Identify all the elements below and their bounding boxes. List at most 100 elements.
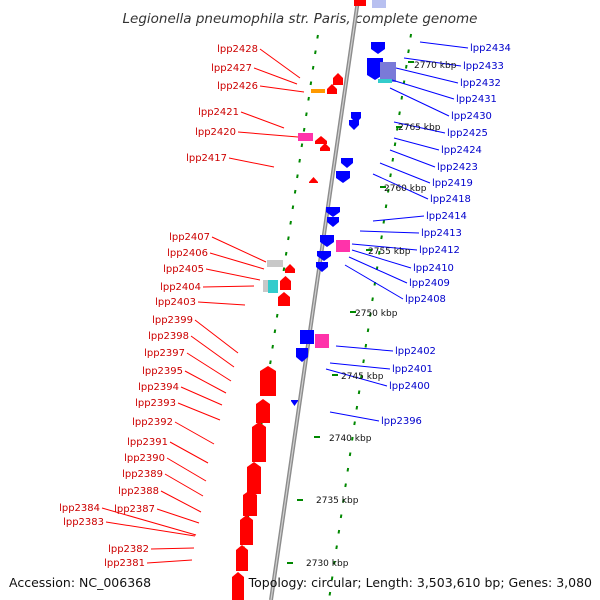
reverse-gene [236, 545, 248, 571]
gene-features [232, 0, 396, 600]
gene-label-lpp2421: lpp2421 [198, 107, 239, 118]
reverse-gene [354, 0, 366, 6]
kbp-label: 2770 kbp [414, 61, 457, 71]
tick-mark [344, 483, 347, 488]
reverse-gene [247, 462, 261, 494]
reverse-gene [243, 490, 257, 516]
leader-line [259, 48, 301, 79]
reverse-gene [280, 276, 291, 290]
tick-mark [289, 220, 292, 225]
leader-line [164, 473, 204, 497]
gene-label-lpp2418: lpp2418 [430, 194, 471, 205]
tick-mark [398, 111, 401, 116]
leader-line [389, 149, 436, 168]
reverse-gene [315, 136, 327, 144]
tick-mark [330, 576, 334, 581]
gene-label-lpp2382: lpp2382 [108, 544, 149, 555]
tick-mark [355, 405, 359, 410]
tick-mark [346, 467, 350, 472]
rrna-feature [336, 240, 350, 252]
kbp-label: 2740 kbp [329, 434, 372, 444]
tick-mark [296, 174, 299, 179]
gene-label-lpp2427: lpp2427 [211, 63, 252, 74]
gene-label-lpp2419: lpp2419 [432, 178, 473, 189]
reverse-gene [285, 264, 295, 273]
tick-mark [333, 560, 336, 565]
tick-mark [384, 204, 388, 209]
accession-text: Accession: NC_006368 [9, 575, 151, 590]
gene-label-lpp2403: lpp2403 [155, 297, 196, 308]
tick-mark [269, 360, 272, 365]
tick-mark [309, 81, 313, 86]
tick-mark [409, 33, 413, 38]
leader-line [325, 368, 388, 387]
leader-line [197, 301, 246, 306]
leader-line [329, 362, 391, 370]
gene-label-lpp2383: lpp2383 [63, 517, 104, 528]
tick-mark [369, 312, 372, 317]
leader-line [351, 249, 412, 269]
leader-line [259, 85, 305, 93]
reverse-gene [327, 84, 337, 94]
kbp-label: 2765 kbp [398, 123, 441, 133]
rrna-feature [315, 334, 329, 348]
forward-gene [341, 158, 353, 168]
gene-label-lpp2425: lpp2425 [447, 128, 488, 139]
leader-line [389, 87, 450, 117]
gene-label-lpp2417: lpp2417 [186, 153, 227, 164]
tick-mark [298, 158, 301, 163]
gene-label-lpp2406: lpp2406 [167, 248, 208, 259]
tick-mark [362, 359, 365, 364]
tick-mark [311, 65, 315, 70]
teal-feature [268, 280, 278, 293]
gene-label-lpp2395: lpp2395 [142, 366, 183, 377]
kbp-scale: 2770 kbp 2765 kbp 2760 kbp 2755 kbp 2750 kbp… [306, 61, 457, 569]
leader-line [160, 490, 202, 513]
gene-label-lpp2432: lpp2432 [460, 78, 501, 89]
tick-mark [342, 498, 345, 503]
gene-label-lpp2399: lpp2399 [152, 315, 193, 326]
label-leaders [101, 41, 469, 564]
gene-label-lpp2431: lpp2431 [456, 94, 497, 105]
gene-label-lpp2398: lpp2398 [148, 331, 189, 342]
forward-gene [371, 42, 385, 54]
reverse-gene [252, 422, 266, 462]
tick-mark [314, 50, 317, 55]
leader-line [150, 547, 195, 550]
gene-label-lpp2424: lpp2424 [441, 145, 482, 156]
tick-mark [382, 219, 386, 224]
leader-line [146, 559, 193, 564]
tick-mark [271, 344, 274, 349]
kbp-label: 2760 kbp [384, 184, 427, 194]
leader-line [194, 319, 239, 354]
tick-mark [348, 452, 352, 457]
gene-label-lpp2396: lpp2396 [381, 416, 422, 427]
gene-label-lpp2433: lpp2433 [463, 61, 504, 72]
gene-label-lpp2413: lpp2413 [421, 228, 462, 239]
tick-mark [407, 49, 410, 54]
leader-line [205, 268, 261, 281]
tick-mark [387, 188, 390, 193]
tick-mark [380, 235, 383, 240]
tick-mark [282, 267, 286, 272]
leader-line [240, 111, 285, 129]
leader-line [237, 131, 299, 138]
gene-label-lpp2389: lpp2389 [122, 469, 163, 480]
leader-line [169, 441, 209, 464]
kbp-label: 2730 kbp [306, 559, 349, 569]
leader-line [186, 352, 232, 382]
topology-summary: Topology: circular; Length: 3,503,610 bp… [248, 575, 592, 590]
tick-mark [400, 95, 404, 100]
forward-gene [326, 207, 340, 217]
gene-label-lpp2387: lpp2387 [114, 504, 155, 515]
tick-mark [300, 143, 304, 148]
leader-line [393, 137, 440, 151]
gene-label-lpp2400: lpp2400 [389, 381, 430, 392]
reverse-gene [320, 143, 330, 151]
gene-label-lpp2397: lpp2397 [144, 348, 185, 359]
leader-line [393, 121, 446, 134]
gene-label-lpp2414: lpp2414 [426, 211, 467, 222]
leader-line [403, 57, 462, 67]
leader-line [419, 41, 469, 49]
leader-line [228, 157, 275, 168]
